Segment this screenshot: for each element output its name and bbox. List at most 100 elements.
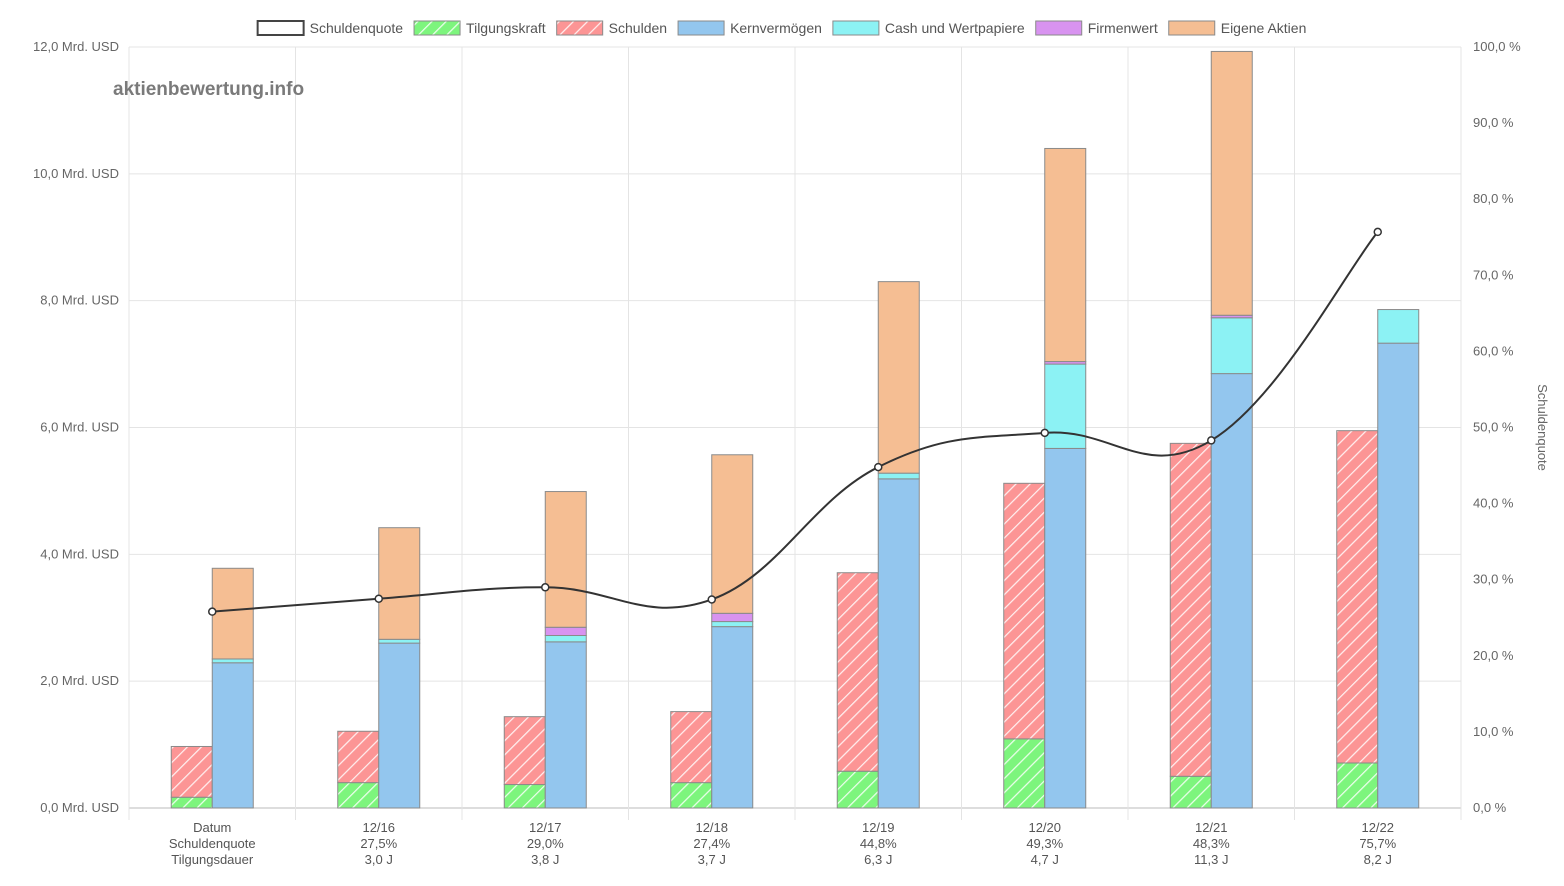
bar-eigene-aktien (711, 454, 754, 614)
legend-label: Tilgungskraft (466, 20, 546, 36)
bar-schulden (170, 745, 213, 798)
y-right-tick-label: 90,0 % (1473, 115, 1514, 130)
bar-tilgungskraft (1169, 775, 1212, 809)
line-layer (208, 227, 1382, 616)
y-left-tick-label: 8,0 Mrd. USD (40, 293, 119, 308)
legend-swatch (832, 20, 880, 36)
bar-cash-und-wertpapiere (711, 621, 754, 628)
point-schuldenquote (1040, 428, 1049, 438)
bar-eigene-aktien (1210, 50, 1253, 316)
legend-item-schulden[interactable]: Schulden (556, 20, 667, 36)
point-schuldenquote (541, 583, 550, 592)
y-left-tick-label: 6,0 Mrd. USD (40, 420, 119, 435)
x-tick-label: 12/19 (862, 820, 895, 835)
bar-tilgungskraft (337, 782, 380, 809)
x-tick-label: Datum (193, 820, 231, 835)
bar-cash-und-wertpapiere (544, 635, 587, 643)
y-left-tick-label: 12,0 Mrd. USD (33, 39, 119, 54)
y-left-tick-label: 0,0 Mrd. USD (40, 800, 119, 815)
legend-swatch (256, 20, 305, 36)
point-schuldenquote (208, 607, 217, 616)
bar-schulden (337, 730, 380, 784)
x-tick-label: 12/22 (1361, 820, 1394, 835)
y-right-tick-label: 10,0 % (1473, 724, 1514, 739)
y-right-tick-label: 60,0 % (1473, 343, 1514, 358)
x-tick-sublabel: 3,8 J (531, 852, 559, 867)
bar-cash-und-wertpapiere (378, 638, 421, 644)
bar-schulden (1336, 430, 1379, 764)
x-tick-label: 12/21 (1195, 820, 1228, 835)
point-schuldenquote (707, 595, 716, 604)
bar-tilgungskraft (1003, 738, 1046, 809)
y-right-tick-label: 30,0 % (1473, 572, 1514, 587)
point-schuldenquote (1373, 227, 1382, 237)
bar-tilgungskraft (503, 784, 546, 809)
legend-item-firmenwert[interactable]: Firmenwert (1035, 20, 1158, 36)
point-schuldenquote (874, 462, 883, 472)
legend-item-cash-und-wertpapiere[interactable]: Cash und Wertpapiere (832, 20, 1025, 36)
legend-swatch (677, 20, 725, 36)
x-tick-sublabel: 49,3% (1026, 836, 1063, 851)
x-tick-sublabel: 27,5% (360, 836, 397, 851)
bar-kernverm-gen (1044, 447, 1087, 809)
y-right-tick-label: 40,0 % (1473, 496, 1514, 511)
bar-schulden (836, 572, 879, 772)
x-tick-sublabel: 27,4% (693, 836, 730, 851)
legend-label: Schuldenquote (310, 20, 404, 36)
legend-item-schuldenquote[interactable]: Schuldenquote (256, 20, 404, 36)
bar-schulden (1169, 442, 1212, 777)
bar-kernverm-gen (877, 478, 920, 809)
bar-eigene-aktien (544, 491, 587, 628)
bar-kernverm-gen (1377, 342, 1420, 809)
bar-kernverm-gen (378, 642, 421, 809)
bar-eigene-aktien (877, 281, 920, 474)
legend-label: Eigene Aktien (1221, 20, 1307, 36)
y-left-tick-label: 2,0 Mrd. USD (40, 673, 119, 688)
bar-eigene-aktien (1044, 147, 1087, 363)
y-right-tick-label: 70,0 % (1473, 267, 1514, 282)
bar-tilgungskraft (1336, 762, 1379, 809)
y-left-tick-label: 10,0 Mrd. USD (33, 166, 119, 181)
y-right-tick-label: 0,0 % (1473, 800, 1507, 815)
point-schuldenquote (1207, 436, 1216, 445)
x-tick-sublabel: Schuldenquote (169, 836, 256, 851)
bar-kernverm-gen (544, 641, 587, 809)
axis-layer: 0,0 Mrd. USD 2,0 Mrd. USD 4,0 Mrd. USD 6,0 … (33, 39, 1550, 867)
legend-label: Kernvermögen (730, 20, 822, 36)
x-tick-sublabel: 3,7 J (698, 852, 726, 867)
x-tick-sublabel: Tilgungsdauer (171, 852, 254, 867)
legend-swatch (1168, 20, 1216, 36)
legend-label: Firmenwert (1088, 20, 1158, 36)
bar-schulden (1003, 482, 1046, 740)
bar-schulden (503, 716, 546, 786)
y-right-tick-label: 50,0 % (1473, 420, 1514, 435)
legend-item-tilgungskraft[interactable]: Tilgungskraft (413, 20, 546, 36)
watermark: aktienbewertung.info (113, 79, 304, 100)
bar-kernverm-gen (211, 662, 254, 809)
y-left-tick-label: 4,0 Mrd. USD (40, 546, 119, 561)
grid-layer (128, 46, 1462, 820)
bar-tilgungskraft (670, 782, 713, 809)
x-tick-sublabel: 4,7 J (1031, 852, 1059, 867)
legend-item-kernverm-gen[interactable]: Kernvermögen (677, 20, 822, 36)
bar-kernverm-gen (711, 626, 754, 809)
bar-firmenwert (711, 612, 754, 623)
bar-firmenwert (544, 626, 587, 637)
legend-swatch (556, 20, 604, 36)
x-tick-label: 12/18 (695, 820, 728, 835)
legend-label: Schulden (609, 20, 667, 36)
y-right-tick-label: 80,0 % (1473, 191, 1514, 206)
x-tick-sublabel: 6,3 J (864, 852, 892, 867)
bar-cash-und-wertpapiere (877, 472, 920, 480)
legend-item-eigene-aktien[interactable]: Eigene Aktien (1168, 20, 1307, 36)
y-right-tick-label: 20,0 % (1473, 648, 1514, 663)
bar-cash-und-wertpapiere (211, 658, 254, 664)
x-tick-sublabel: 75,7% (1359, 836, 1396, 851)
legend-swatch (413, 20, 461, 36)
point-schuldenquote (374, 594, 383, 603)
bar-eigene-aktien (211, 567, 254, 660)
legend-swatch (1035, 20, 1083, 36)
bar-tilgungskraft (170, 796, 213, 809)
